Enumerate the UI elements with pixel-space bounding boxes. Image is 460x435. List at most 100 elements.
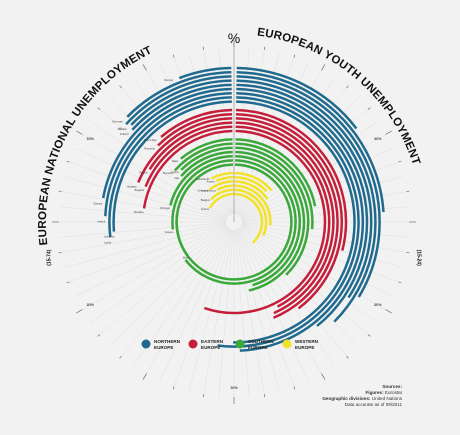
grid-ray — [69, 224, 227, 283]
national-bar — [137, 117, 233, 183]
grid-ray — [146, 228, 231, 374]
youth-bar — [234, 184, 272, 226]
national-bar — [144, 125, 233, 188]
youth-bar — [184, 159, 297, 285]
youth-bar — [234, 175, 268, 193]
country-label: Czech Rep. — [144, 138, 158, 142]
youth-bar — [234, 192, 264, 244]
country-label: Slovenia — [163, 171, 174, 175]
scale-tick — [76, 309, 83, 314]
national-bar — [169, 154, 233, 206]
grid-ray — [110, 227, 229, 346]
scale-tick — [406, 190, 410, 192]
national-bar — [142, 129, 233, 209]
divisions-label: Geographic divisions: — [322, 396, 371, 401]
national-bar — [180, 138, 233, 160]
grid-ray — [75, 225, 227, 297]
legend-swatch — [282, 339, 292, 349]
national-bar — [180, 150, 233, 177]
national-bar — [130, 79, 232, 126]
scale-tick-label: 20% — [87, 303, 95, 307]
youth-bar — [236, 87, 369, 327]
youth-bar — [236, 79, 377, 323]
youth-bar — [235, 154, 302, 287]
country-label: Bulgaria — [135, 188, 145, 192]
youth-bar — [235, 142, 314, 230]
scale-tick — [406, 252, 410, 254]
legend-label: EASTERN — [201, 339, 224, 344]
national-bar — [173, 142, 233, 172]
scale-tick — [367, 334, 371, 337]
grid-ray — [159, 229, 231, 381]
scale-tick — [76, 130, 83, 135]
youth-bar — [236, 66, 358, 130]
scale-tick — [264, 46, 266, 50]
country-label: Romania — [144, 147, 155, 151]
national-bar — [216, 184, 234, 191]
country-label: Spain — [183, 256, 190, 260]
grid-ray — [61, 223, 227, 253]
national-bar — [160, 108, 233, 138]
national-bar — [178, 66, 232, 80]
scale-tick — [142, 373, 147, 380]
center-percent-symbol: % — [228, 30, 240, 46]
national-bar — [126, 70, 232, 118]
scale-tick-label: 30% — [230, 386, 238, 390]
national-bar — [104, 91, 232, 217]
scale-tick — [97, 334, 101, 337]
scale-tick-label: 10% — [374, 137, 382, 141]
youth-bar — [203, 129, 327, 315]
scale-tick — [293, 54, 296, 58]
national-bar — [101, 87, 232, 199]
scale-tick — [97, 107, 101, 110]
scale-tick — [346, 355, 349, 359]
country-label: Lithuania — [104, 235, 115, 239]
scale-tick — [321, 373, 326, 380]
country-label: Malta — [172, 159, 179, 163]
scale-tick — [202, 46, 204, 50]
youth-bar — [235, 108, 348, 251]
left-subtitle: (15-74) — [46, 249, 52, 265]
youth-bar — [233, 100, 356, 344]
country-label: Cyprus — [171, 170, 180, 174]
scale-tick — [142, 64, 147, 71]
national-bar — [112, 100, 232, 232]
country-label: Austria — [206, 179, 215, 183]
scale-tick — [367, 107, 371, 110]
youth-bar — [234, 171, 273, 192]
scale-tick — [66, 281, 70, 284]
national-bar — [125, 75, 232, 126]
grid-ray — [173, 229, 232, 387]
scale-tick-label: 40% — [87, 303, 95, 307]
scale-tick — [172, 386, 175, 390]
grid-ray — [90, 226, 228, 323]
scale-tick — [119, 355, 122, 359]
youth-bar — [235, 125, 331, 308]
scale-tick — [398, 160, 402, 163]
scale-tick — [398, 281, 402, 284]
scale-tick — [58, 190, 62, 192]
scale-tick — [172, 54, 175, 58]
grid-ray — [121, 227, 230, 357]
grid-ray — [59, 206, 227, 222]
youth-bar — [235, 138, 317, 207]
national-bar — [171, 159, 233, 230]
country-label: UK — [118, 127, 122, 131]
scale-tick — [346, 85, 349, 89]
figures-label: Figures: — [365, 390, 384, 395]
grid-ray — [82, 225, 228, 310]
youth-bar — [235, 121, 335, 315]
country-label: Slovakia — [134, 210, 144, 214]
legend-label: NORTHERN — [154, 339, 181, 344]
country-label: Hungary — [127, 184, 138, 188]
youth-bar — [236, 70, 385, 213]
youth-bar — [235, 117, 339, 319]
youth-bar — [234, 188, 268, 237]
scale-tick-label: 40% — [374, 303, 382, 307]
accuracy-note: Data accurate as of 09/2011 — [344, 402, 402, 407]
country-label: Greece — [165, 230, 174, 234]
national-bar — [175, 163, 234, 257]
country-label: Belgium — [201, 198, 210, 202]
legend-swatch — [235, 339, 245, 349]
